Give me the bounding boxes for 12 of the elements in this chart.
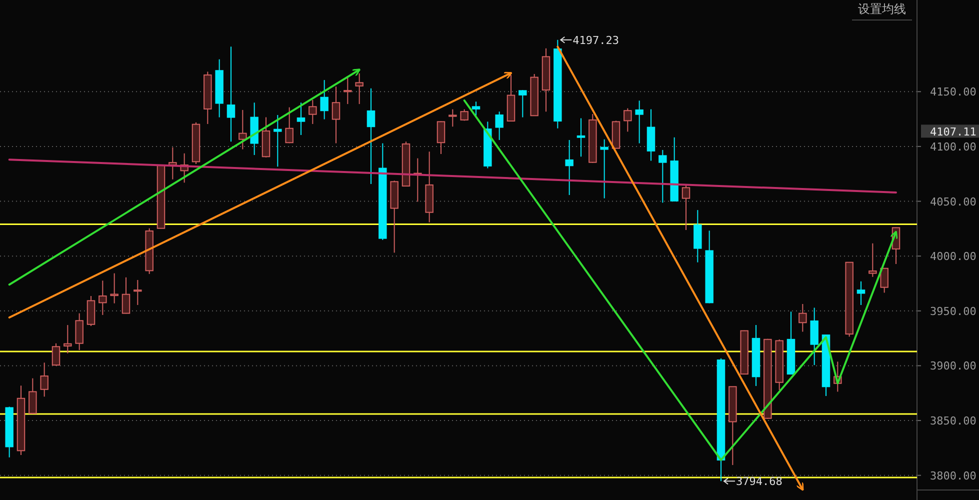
y-tick-label: 4100.00 bbox=[930, 140, 976, 154]
annotation: 4197.23 bbox=[572, 34, 620, 47]
y-tick-label: 4000.00 bbox=[930, 250, 976, 264]
y-tick-label: 3800.00 bbox=[930, 469, 976, 482]
y-tick-label: 4050.00 bbox=[930, 195, 976, 208]
y-tick-label: 4150.00 bbox=[930, 86, 976, 99]
y-tick-label: 3900.00 bbox=[930, 360, 976, 373]
y-tick-label: 3850.00 bbox=[930, 414, 976, 428]
text: 4107.11 bbox=[930, 126, 976, 139]
annotation: 设置均线 bbox=[858, 2, 906, 16]
annotation: 3794.68 bbox=[736, 475, 782, 488]
y-tick-label: 3950.00 bbox=[930, 304, 976, 318]
